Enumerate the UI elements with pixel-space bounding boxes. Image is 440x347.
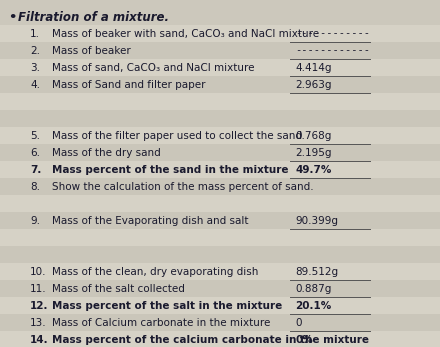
Bar (0, 110, 440, 127)
Text: 20.1%: 20.1% (295, 301, 331, 311)
Bar (0, 76, 440, 93)
Bar (0, 178, 440, 195)
Text: Mass of the clean, dry evaporating dish: Mass of the clean, dry evaporating dish (52, 266, 258, 277)
Text: Mass of the Evaporating dish and salt: Mass of the Evaporating dish and salt (52, 215, 249, 226)
Text: 5.: 5. (30, 130, 40, 141)
Bar (0, 280, 440, 297)
Text: 2.963g: 2.963g (295, 79, 331, 90)
Text: 7.: 7. (30, 164, 41, 175)
Text: 8.: 8. (30, 181, 40, 192)
Text: •: • (8, 11, 16, 24)
Text: ------------: ------------ (295, 45, 370, 56)
Text: 49.7%: 49.7% (295, 164, 331, 175)
Text: 2.: 2. (30, 45, 40, 56)
Text: 0.887g: 0.887g (295, 283, 331, 294)
Bar (0, 59, 440, 76)
Text: Mass percent of the calcium carbonate in the mixture: Mass percent of the calcium carbonate in… (52, 335, 369, 345)
Bar (0, 212, 440, 229)
Text: Mass percent of the salt in the mixture: Mass percent of the salt in the mixture (52, 301, 282, 311)
Text: Filtration of a mixture.: Filtration of a mixture. (18, 11, 169, 24)
Text: Mass of the salt collected: Mass of the salt collected (52, 283, 185, 294)
Bar (0, 229, 440, 246)
Text: 2.195g: 2.195g (295, 147, 331, 158)
Bar (0, 297, 440, 314)
Text: Mass of the filter paper used to collect the sand: Mass of the filter paper used to collect… (52, 130, 302, 141)
Text: 89.512g: 89.512g (295, 266, 338, 277)
Text: 13.: 13. (30, 318, 47, 328)
Text: 14.: 14. (30, 335, 49, 345)
Bar (0, 127, 440, 144)
Text: Mass percent of the sand in the mixture: Mass percent of the sand in the mixture (52, 164, 289, 175)
Text: 3.: 3. (30, 62, 40, 73)
Bar (0, 195, 440, 212)
Text: Mass of Sand and filter paper: Mass of Sand and filter paper (52, 79, 205, 90)
Text: 0.768g: 0.768g (295, 130, 331, 141)
Bar (0, 42, 440, 59)
Text: Mass of Calcium carbonate in the mixture: Mass of Calcium carbonate in the mixture (52, 318, 270, 328)
Text: Mass of beaker: Mass of beaker (52, 45, 131, 56)
Text: 11.: 11. (30, 283, 47, 294)
Text: Show the calculation of the mass percent of sand.: Show the calculation of the mass percent… (52, 181, 314, 192)
Bar (0, 25, 440, 42)
Text: 12.: 12. (30, 301, 48, 311)
Bar (0, 246, 440, 263)
Bar (0, 93, 440, 110)
Text: Mass of sand, CaCO₃ and NaCl mixture: Mass of sand, CaCO₃ and NaCl mixture (52, 62, 254, 73)
Text: 0%: 0% (295, 335, 313, 345)
Bar (0, 161, 440, 178)
Text: 10.: 10. (30, 266, 47, 277)
Bar (0, 144, 440, 161)
Text: 4.: 4. (30, 79, 40, 90)
Bar (0, 314, 440, 331)
Text: 4.414g: 4.414g (295, 62, 331, 73)
Text: 6.: 6. (30, 147, 40, 158)
Text: 9.: 9. (30, 215, 40, 226)
Text: 1.: 1. (30, 28, 40, 39)
Text: ------------: ------------ (295, 28, 370, 39)
Text: 90.399g: 90.399g (295, 215, 338, 226)
Bar (0, 331, 440, 347)
Text: Mass of beaker with sand, CaCO₃ and NaCl mixture: Mass of beaker with sand, CaCO₃ and NaCl… (52, 28, 319, 39)
Text: Mass of the dry sand: Mass of the dry sand (52, 147, 161, 158)
Text: 0: 0 (295, 318, 301, 328)
Bar (0, 263, 440, 280)
